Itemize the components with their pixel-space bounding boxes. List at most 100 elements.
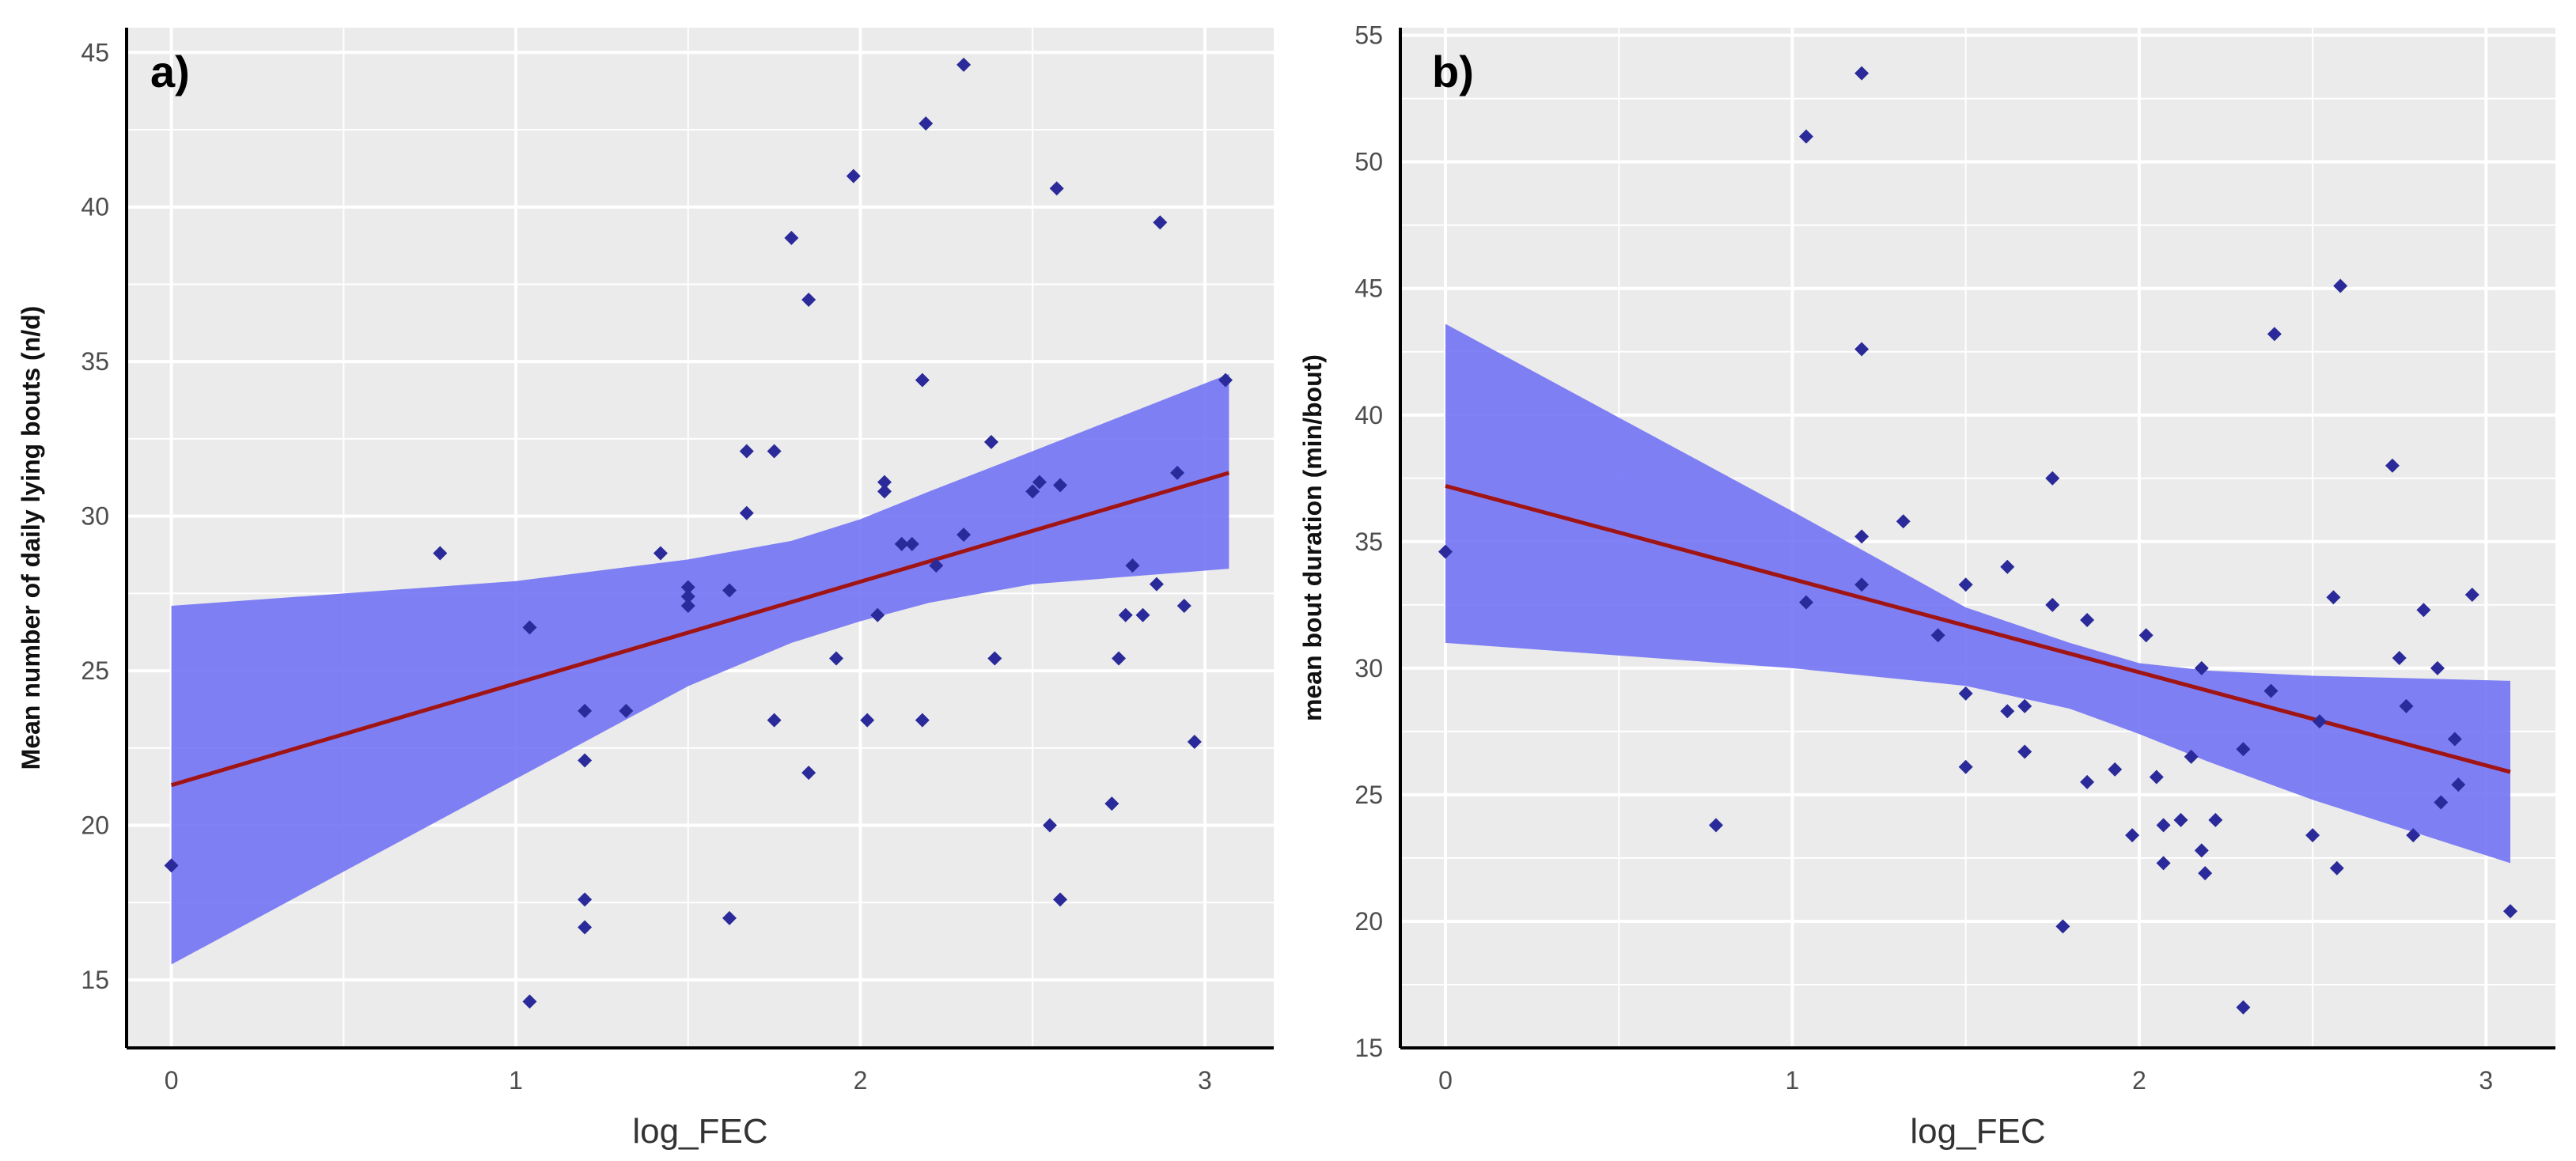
data-point — [1170, 465, 1185, 480]
data-point — [2385, 458, 2400, 473]
data-point — [619, 703, 634, 718]
x-ticks-a: 0 1 2 3 — [165, 1066, 1212, 1095]
x-tick-label: 3 — [2479, 1066, 2493, 1095]
data-point — [1153, 215, 1168, 230]
data-point — [2208, 812, 2223, 827]
data-point — [957, 528, 972, 543]
data-point — [739, 505, 754, 520]
confidence-band-a — [171, 373, 1229, 965]
x-tick-label: 1 — [1786, 1066, 1800, 1095]
data-point — [1896, 514, 1911, 529]
data-point — [1125, 558, 1140, 573]
data-point — [2434, 795, 2449, 810]
data-point — [1112, 651, 1127, 666]
panel-b: 15 20 25 30 35 40 45 50 55 0 1 2 3 b) log_FEC mean … — [1298, 21, 2555, 1151]
data-point — [2406, 828, 2421, 843]
data-point — [578, 703, 593, 718]
data-point — [983, 434, 998, 449]
data-point — [2326, 590, 2341, 605]
data-point — [680, 599, 695, 613]
gridlines-a — [127, 28, 1274, 1048]
data-point — [2045, 597, 2060, 612]
data-point — [653, 546, 668, 561]
data-point — [2447, 732, 2462, 747]
data-point — [2236, 1000, 2251, 1015]
y-tick-label: 45 — [1354, 274, 1383, 303]
data-point — [1930, 628, 1945, 643]
data-point — [1798, 129, 1813, 144]
data-point — [2430, 660, 2445, 675]
data-point — [2149, 770, 2164, 785]
data-point — [2000, 559, 2015, 574]
data-point — [784, 230, 799, 245]
data-point — [1053, 478, 1068, 493]
y-ticks-a: 15 20 25 30 35 40 45 — [81, 38, 109, 994]
y-tick-label: 55 — [1354, 21, 1383, 50]
data-point — [1958, 577, 1973, 592]
data-point — [739, 444, 754, 459]
x-tick-label: 2 — [2132, 1066, 2146, 1095]
panel-label-b: b) — [1432, 47, 1474, 96]
data-points-a — [164, 57, 1233, 1009]
data-point — [1025, 484, 1040, 499]
data-point — [1218, 373, 1233, 388]
data-point — [1854, 66, 1869, 81]
data-point — [894, 536, 909, 551]
data-point — [2267, 327, 2282, 342]
x-tick-label: 0 — [165, 1066, 179, 1095]
data-point — [1798, 595, 1813, 610]
data-point — [2333, 278, 2348, 293]
y-tick-label: 30 — [81, 502, 109, 531]
data-point — [1176, 599, 1191, 613]
y-tick-label: 35 — [1354, 528, 1383, 556]
data-point — [2329, 860, 2344, 875]
x-tick-label: 3 — [1198, 1066, 1212, 1095]
data-point — [801, 766, 816, 781]
x-tick-label: 2 — [854, 1066, 868, 1095]
data-point — [578, 753, 593, 768]
data-point — [919, 116, 934, 131]
data-point — [164, 858, 179, 873]
data-point — [680, 580, 695, 595]
data-point — [2156, 856, 2171, 871]
y-tick-label: 40 — [1354, 401, 1383, 429]
data-point — [801, 293, 816, 307]
x-ticks-b: 0 1 2 3 — [1438, 1066, 2493, 1095]
y-tick-label: 15 — [1354, 1034, 1383, 1062]
data-point — [1032, 475, 1047, 490]
data-point — [2236, 742, 2251, 757]
x-tick-label: 0 — [1438, 1066, 1453, 1095]
data-point — [2416, 603, 2431, 618]
data-point — [1042, 818, 1057, 833]
data-point — [2108, 762, 2123, 777]
x-axis-label-a: log_FEC — [632, 1112, 767, 1151]
data-point — [2312, 714, 2327, 729]
data-point — [2194, 660, 2209, 675]
data-point — [846, 168, 861, 183]
data-point — [680, 589, 695, 604]
data-point — [2392, 651, 2407, 666]
data-point — [767, 444, 782, 459]
data-point — [2263, 683, 2279, 698]
panel-a: 15 20 25 30 35 40 45 0 1 2 3 a) log_FEC Mean numb… — [17, 28, 1274, 1151]
y-tick-label: 35 — [81, 347, 109, 376]
y-axis-label-a: Mean number of daily lying bouts (n/d) — [17, 306, 45, 770]
y-tick-label: 30 — [1354, 654, 1383, 683]
data-point — [1135, 607, 1150, 622]
x-axis-label-b: log_FEC — [1910, 1112, 2045, 1151]
y-ticks-b: 15 20 25 30 35 40 45 50 55 — [1354, 21, 1383, 1062]
y-tick-label: 20 — [1354, 907, 1383, 936]
data-point — [722, 910, 737, 925]
regression-line-a — [170, 471, 1230, 788]
data-point — [1049, 181, 1064, 196]
data-point — [2173, 812, 2188, 827]
data-point — [1187, 735, 1202, 749]
data-point — [1708, 818, 1723, 833]
data-point — [2017, 698, 2032, 713]
data-point — [2399, 698, 2414, 713]
data-point — [2055, 919, 2070, 934]
y-tick-label: 20 — [81, 811, 109, 840]
data-point — [522, 994, 537, 1009]
data-point — [1118, 607, 1133, 622]
